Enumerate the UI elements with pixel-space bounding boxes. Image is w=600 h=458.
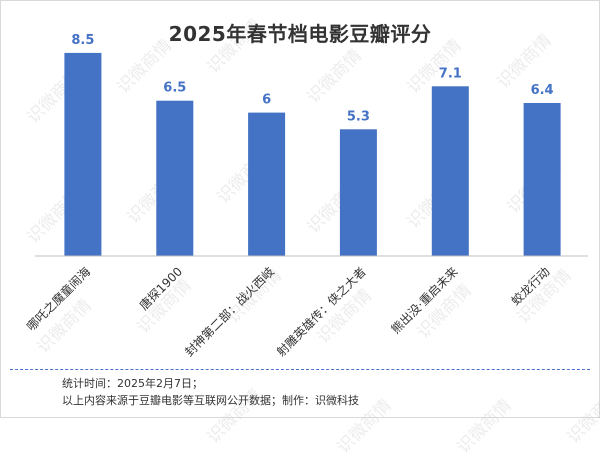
data-label-1: 8.5 [71, 33, 94, 48]
x-tick-label-4: 射雕英雄传：侠之大者 [273, 264, 368, 359]
footnote: 统计时间：2025年2月7日； 以上内容来源于豆瓣电影等互联网公开数据；制作：识… [62, 375, 359, 409]
data-label-4: 5.3 [347, 109, 370, 124]
x-tick-label-2: 唐探1900 [136, 264, 185, 313]
bar-chart: 8.5 6.5 6 5.3 7.1 6.4 哪吒之魔童闹海 唐探1900封神第二部：战火西岐… [23, 33, 588, 359]
data-label-2: 6.5 [163, 81, 186, 96]
footnote-divider [10, 369, 590, 370]
data-labels-layer: 8.5 6.5 6 5.3 7.1 6.4 [71, 33, 553, 124]
bar-1 [64, 52, 102, 257]
footnote-source: 以上内容来源于豆瓣电影等互联网公开数据；制作：识微科技 [62, 394, 359, 407]
x-tick-label-6: 蛟龙行动 [508, 264, 553, 309]
data-label-6: 6.4 [531, 83, 554, 98]
bar-6 [523, 103, 561, 256]
bar-4 [339, 129, 377, 256]
x-tick-label-5: 熊出没·重启未来 [388, 264, 461, 337]
bars-layer [64, 52, 561, 257]
chart-title: 2025年春节档电影豆瓣评分 [168, 22, 432, 46]
footnote-time: 统计时间：2025年2月7日； [62, 377, 203, 390]
data-label-3: 6 [262, 93, 271, 108]
x-tick-label-3: 封神第二部：战火西岐 [181, 264, 276, 359]
x-tick-label-1: 哪吒之魔童闹海 [23, 264, 93, 334]
bar-5 [431, 86, 469, 256]
bar-2 [156, 100, 194, 256]
bar-3 [248, 112, 286, 256]
data-label-5: 7.1 [439, 66, 462, 81]
